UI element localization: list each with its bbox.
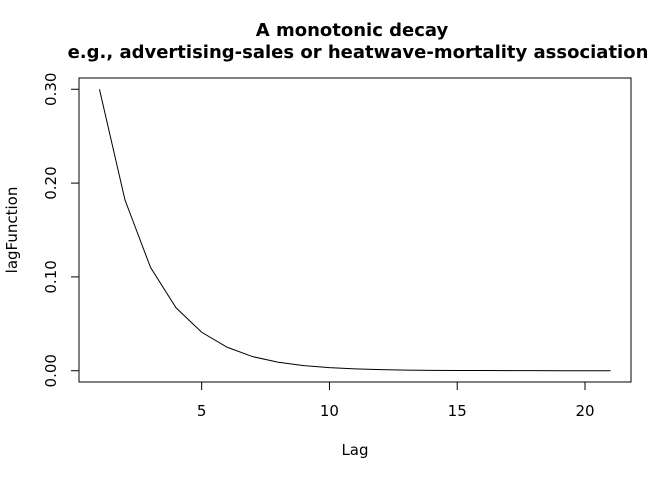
x-tick-label: 10 [320,402,339,420]
series-layer [98,89,611,372]
x-tick-label: 20 [575,402,594,420]
y-tick-label: 0.30 [42,73,60,106]
x-axis-label: Lag [341,441,368,459]
plot-frame [78,77,632,383]
chart-subtitle: e.g., advertising-sales or heatwave-mort… [68,42,649,63]
series-line [98,89,611,372]
y-tick-label: 0.00 [42,354,60,387]
x-tick-label: 15 [448,402,467,420]
x-axis: 5 10 15 20 [197,381,595,420]
y-tick-label: 0.10 [42,260,60,293]
x-tick-label: 5 [197,402,207,420]
y-axis: 0.00 0.10 0.20 0.30 [42,73,80,387]
y-axis-label: lagFunction [3,187,21,274]
y-tick-label: 0.20 [42,166,60,199]
chart-title: A monotonic decay [256,20,449,41]
